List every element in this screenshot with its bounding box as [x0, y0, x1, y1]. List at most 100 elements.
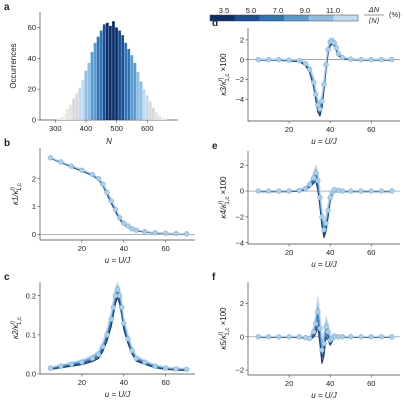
- histogram-bar: [96, 36, 100, 120]
- data-point: [89, 171, 96, 178]
- colorbar-title-denominator: ⟨N⟩: [368, 16, 379, 25]
- data-point: [95, 351, 102, 358]
- histogram-bar: [145, 95, 149, 120]
- data-point: [68, 163, 75, 169]
- data-point: [306, 181, 313, 188]
- series-line: [50, 157, 187, 235]
- data-point: [265, 57, 272, 63]
- x-tick-label: 600: [141, 124, 154, 133]
- x-axis-label: u = U/J: [311, 391, 338, 400]
- data-point: [129, 347, 135, 354]
- colorbar-swatch: [333, 15, 359, 21]
- x-tick-label: 20: [78, 378, 86, 387]
- colorbar-swatch: [308, 15, 334, 21]
- x-tick-label: 40: [326, 125, 334, 134]
- histogram-bar: [124, 42, 128, 120]
- histogram-bar: [87, 62, 91, 120]
- histogram-bar: [59, 116, 63, 120]
- data-point: [319, 214, 325, 220]
- histogram-bar: [127, 49, 131, 120]
- y-tick-label: 0.1: [26, 330, 36, 339]
- x-tick-label: 400: [80, 124, 93, 133]
- panel-label-d: d: [212, 18, 218, 29]
- data-point: [302, 185, 309, 192]
- y-tick-label: 2: [32, 174, 36, 183]
- data-point: [321, 227, 327, 233]
- data-point: [311, 79, 317, 86]
- series-line: [50, 293, 187, 371]
- data-point: [79, 359, 85, 365]
- data-point: [276, 188, 282, 194]
- data-point: [68, 361, 75, 367]
- panel-c: c 20 40 60 0.0 0.1 0.2 u = U/J κ2/κη1,c: [4, 272, 195, 399]
- histogram-bar: [78, 87, 82, 120]
- y-tick-label: 60: [28, 23, 36, 32]
- x-axis-label: u = U/J: [105, 256, 132, 265]
- data-point: [163, 230, 169, 236]
- histogram-bar: [142, 89, 146, 120]
- histogram-bar: [161, 116, 164, 120]
- data-point: [317, 325, 323, 332]
- data-point: [255, 188, 261, 194]
- data-point: [47, 155, 54, 161]
- data-point: [348, 188, 354, 194]
- colorbar-title-numerator: ΔN: [368, 5, 380, 14]
- y-axis-label: κ4/κη1,c ×100: [218, 176, 231, 219]
- data-point: [121, 220, 127, 226]
- data-point: [116, 215, 123, 221]
- histogram-bar: [102, 24, 106, 120]
- x-tick-label: 300: [49, 124, 62, 133]
- data-point: [255, 57, 261, 63]
- series-line: [50, 157, 187, 235]
- data-point: [119, 304, 125, 311]
- data-point: [276, 334, 282, 340]
- data-point: [317, 106, 323, 112]
- colorbar-swatches: [209, 14, 359, 22]
- panel-label-a: a: [4, 2, 10, 13]
- data-point: [321, 81, 327, 88]
- x-tick-label: 60: [367, 125, 375, 134]
- series-line: [50, 157, 187, 235]
- y-tick-label: 0.0: [26, 370, 36, 379]
- data-point: [286, 57, 292, 63]
- x-tick-label: 40: [326, 379, 334, 388]
- data-point: [339, 334, 346, 340]
- data-point: [358, 57, 364, 63]
- data-point: [100, 181, 106, 187]
- data-point: [358, 334, 364, 340]
- data-point: [339, 188, 346, 194]
- panel-f: f 20 40 60 −2 0 2 u = U/J κ5/κη1,c ×100: [212, 272, 400, 400]
- colorbar-tick-5: 11.0: [326, 6, 340, 15]
- panel-d: d 20 40 60 −4 −2 0 2 u = U/J κ3/κη1,c ×100: [212, 18, 400, 146]
- data-point: [183, 366, 190, 372]
- histogram-bar: [151, 107, 155, 120]
- data-point: [133, 355, 140, 361]
- colorbar-frame: [209, 14, 359, 22]
- data-point: [142, 359, 148, 365]
- panel-label-b: b: [4, 138, 10, 149]
- colorbar-swatch: [259, 15, 285, 21]
- data-point: [125, 336, 131, 342]
- series-line: [258, 167, 392, 226]
- y-tick-label: 20: [28, 85, 36, 94]
- data-point: [327, 194, 333, 201]
- x-tick-label: 60: [162, 244, 170, 253]
- data-point: [142, 228, 148, 235]
- y-tick-label: −4: [235, 238, 244, 247]
- data-point: [315, 178, 321, 184]
- data-point: [315, 309, 321, 315]
- data-point: [348, 56, 354, 62]
- x-tick-label: 20: [78, 244, 86, 253]
- histogram-bar: [130, 55, 134, 121]
- y-tick-label: 0: [240, 332, 244, 341]
- data-point: [116, 293, 123, 299]
- x-tick-label: 40: [120, 378, 128, 387]
- x-tick-label: 40: [326, 248, 334, 257]
- data-point: [325, 47, 331, 53]
- axes-f: [247, 282, 400, 376]
- data-point: [255, 334, 261, 340]
- histogram-bar: [72, 98, 75, 120]
- y-tick-label: 2: [240, 35, 244, 44]
- data-point: [389, 188, 395, 194]
